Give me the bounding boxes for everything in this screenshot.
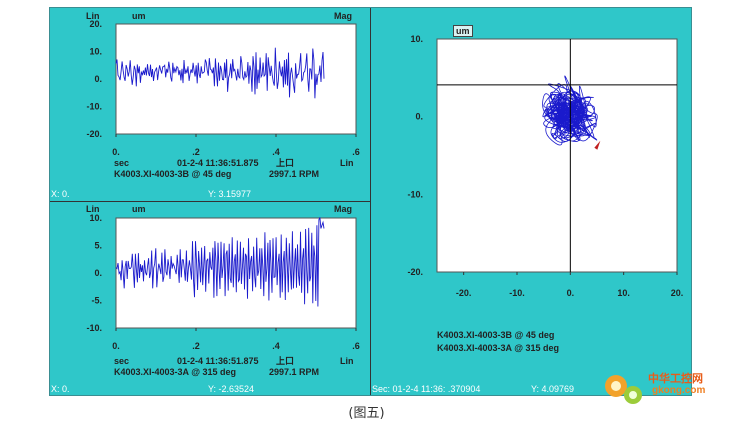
orbit-x-tick-label: -20. xyxy=(456,288,472,298)
top-y-tick-label: 20. xyxy=(89,19,102,29)
orbit-x-tick-label: 0. xyxy=(567,288,575,298)
gear-logo-icon xyxy=(605,375,642,404)
top-x-tick-label: .2 xyxy=(192,147,200,157)
bottom-x-scale: Lin xyxy=(340,356,354,366)
figure-caption: (图五) xyxy=(348,406,385,421)
orbit-series-path xyxy=(542,75,598,146)
bottom-timestamp-suffix: 上口 xyxy=(276,356,295,366)
top-cursor-x: X: 0. xyxy=(51,189,70,199)
bottom-x-tick-label: .2 xyxy=(192,341,200,351)
top-y-tick-label: -10. xyxy=(86,102,102,112)
bottom-unit: um xyxy=(132,204,146,214)
watermark-url: gkong.com xyxy=(652,385,706,396)
bottom-y-tick-label: -10. xyxy=(86,323,102,333)
top-y-tick-label: 0. xyxy=(94,74,102,84)
top-x-unit: sec xyxy=(114,158,130,168)
bottom-waveform-chart: 10. 5. 0. -5. -10. 0. .2 .4 .6 xyxy=(86,213,360,351)
watermark-logo: 中华工控网 gkong.com xyxy=(600,368,730,408)
orbit-x-tick-label: 20. xyxy=(671,288,684,298)
watermark-name: 中华工控网 xyxy=(648,373,703,385)
analyzer-window: Lin um Mag 20. 10. 0. -10. -20. 0. .2.4.6 sec … xyxy=(49,7,692,396)
bottom-y-tick-label: 10. xyxy=(89,213,102,223)
orbit-y-tick-label: 10. xyxy=(410,34,423,44)
vertical-divider xyxy=(370,8,371,395)
orbit-y-tick-label: -10. xyxy=(407,189,423,199)
orbit-x-tick-label: 10. xyxy=(617,288,630,298)
orbit-plot-area xyxy=(436,38,678,273)
bottom-y-tick-label: 0. xyxy=(94,268,102,278)
horizontal-divider xyxy=(50,201,370,202)
top-x-tick-label: .6 xyxy=(352,147,360,157)
orbit-y-tick-label: 0. xyxy=(415,112,423,122)
top-channel: K4003.XI-4003-3B @ 45 deg xyxy=(114,169,232,179)
top-unit: um xyxy=(132,11,146,21)
top-cursor-y: Y: 3.15977 xyxy=(208,189,252,199)
top-x-tick-label: .4 xyxy=(272,147,280,157)
bottom-y-tick-label: -5. xyxy=(91,296,102,306)
top-plot-area xyxy=(115,23,357,135)
orbit-unit: um xyxy=(453,25,473,37)
orbit-channel-y: K4003.XI-4003-3A @ 315 deg xyxy=(437,343,560,353)
bottom-timestamp: 01-2-4 11:36:51.875 xyxy=(177,356,259,366)
top-rpm: 2997.1 RPM xyxy=(269,169,320,179)
bottom-x-tick-label: .4 xyxy=(272,341,280,351)
bottom-cursor-x: X: 0. xyxy=(51,384,70,394)
bottom-series-line xyxy=(115,217,325,307)
orbit-cursor-x: Sec: 01-2-4 11:36: .370904 xyxy=(372,384,481,394)
top-y-tick-label: -20. xyxy=(86,129,102,139)
top-timestamp-suffix: 上口 xyxy=(276,158,295,168)
top-x-tick-label: 0. xyxy=(112,147,120,157)
bottom-x-tick-label: 0. xyxy=(112,341,120,351)
bottom-scale-right: Mag xyxy=(334,204,352,214)
top-y-tick-label: 10. xyxy=(89,47,102,57)
orbit-cursor-y: Y: 4.09769 xyxy=(531,384,575,394)
orbit-chart: 10. 0. -10. -20. -20. -10. 0. 10. 20. xyxy=(407,34,684,298)
bottom-cursor-y: Y: -2.63524 xyxy=(208,384,255,394)
top-waveform-chart: 20. 10. 0. -10. -20. 0. .2 .4 .6 xyxy=(86,19,360,157)
bottom-y-tick-label: 5. xyxy=(94,241,102,251)
keyphasor-marker xyxy=(594,140,601,150)
orbit-x-tick-label: -10. xyxy=(509,288,525,298)
bottom-channel: K4003.XI-4003-3A @ 315 deg xyxy=(114,367,237,377)
top-series-line xyxy=(115,47,325,99)
bottom-scale-left: Lin xyxy=(86,204,100,214)
top-scale-left: Lin xyxy=(86,11,100,21)
orbit-channel-x: K4003.XI-4003-3B @ 45 deg xyxy=(437,330,555,340)
bottom-x-tick-label: .6 xyxy=(352,341,360,351)
orbit-y-tick-label: -20. xyxy=(407,267,423,277)
bottom-rpm: 2997.1 RPM xyxy=(269,367,320,377)
top-timestamp: 01-2-4 11:36:51.875 xyxy=(177,158,259,168)
top-scale-right: Mag xyxy=(334,11,352,21)
top-x-scale: Lin xyxy=(340,158,354,168)
bottom-x-unit: sec xyxy=(114,356,130,366)
